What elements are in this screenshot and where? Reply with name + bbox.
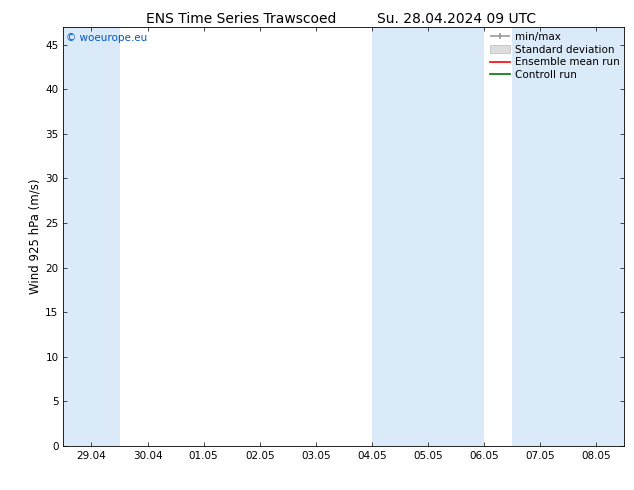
- Legend: min/max, Standard deviation, Ensemble mean run, Controll run: min/max, Standard deviation, Ensemble me…: [488, 30, 621, 82]
- Text: Su. 28.04.2024 09 UTC: Su. 28.04.2024 09 UTC: [377, 12, 536, 26]
- Y-axis label: Wind 925 hPa (m/s): Wind 925 hPa (m/s): [28, 179, 41, 294]
- Bar: [63, 27, 120, 446]
- Bar: [512, 27, 624, 446]
- Text: © woeurope.eu: © woeurope.eu: [66, 33, 148, 43]
- Bar: [372, 27, 484, 446]
- Text: ENS Time Series Trawscoed: ENS Time Series Trawscoed: [146, 12, 336, 26]
